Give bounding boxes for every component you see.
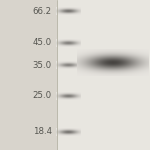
FancyBboxPatch shape [57, 0, 150, 150]
Text: 66.2: 66.2 [33, 7, 52, 16]
Text: 35.0: 35.0 [33, 61, 52, 70]
Text: 45.0: 45.0 [33, 38, 52, 47]
Text: 18.4: 18.4 [33, 128, 52, 136]
Text: 25.0: 25.0 [33, 92, 52, 100]
